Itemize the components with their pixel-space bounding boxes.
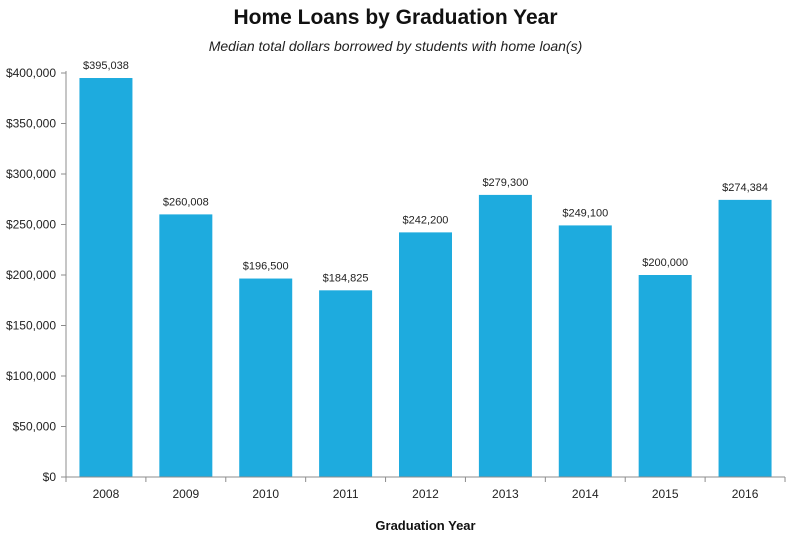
y-tick-label: $150,000 [6,319,56,333]
x-axis-ticks: 2008 2009 2010 2011 2012 2013 2014 2015 2016 [65,477,786,501]
bar-2014 [558,225,612,477]
data-label-2016: $274,384 [722,182,768,194]
bar-2011 [319,290,373,477]
data-label-2009: $260,008 [163,196,209,208]
x-tick-label: 2013 [492,487,519,501]
chart-subtitle: Median total dollars borrowed by student… [208,38,583,54]
data-labels: $395,038 $260,008 $196,500 $184,825 $242,200… [83,60,768,284]
data-label-2015: $200,000 [642,257,688,269]
chart-title: Home Loans by Graduation Year [233,6,558,29]
data-label-2014: $249,100 [562,207,608,219]
bar-2013 [478,194,532,478]
y-tick-label: $400,000 [6,66,56,80]
x-tick-label: 2008 [93,487,120,501]
x-axis-title: Graduation Year [375,518,475,533]
data-label-2011: $184,825 [323,272,369,284]
x-tick-label: 2010 [252,487,279,501]
y-tick-label: $50,000 [13,420,57,434]
y-tick-label: $250,000 [6,218,56,232]
y-tick-label: $350,000 [6,117,56,131]
x-tick-label: 2011 [333,487,359,501]
x-tick-label: 2012 [412,487,439,501]
bar-2012 [399,232,452,477]
bar-2008 [79,78,133,477]
bar-2015 [638,275,692,477]
data-label-2010: $196,500 [243,261,289,273]
y-axis-ticks: $0 $50,000 $100,000 $150,000 $200,000 $250,00… [6,66,66,484]
x-tick-label: 2015 [652,487,679,501]
data-label-2013: $279,300 [482,177,528,189]
x-tick-label: 2009 [172,487,199,501]
y-tick-label: $100,000 [6,369,56,383]
y-tick-label: $300,000 [6,167,56,181]
y-tick-label: $0 [43,470,57,484]
y-tick-label: $200,000 [6,268,56,282]
bar-2009 [159,214,213,478]
x-tick-label: 2016 [732,487,759,501]
x-tick-label: 2014 [572,487,599,501]
bar-2010 [239,278,293,477]
bar-series [79,78,772,478]
data-label-2008: $395,038 [83,60,129,72]
bar-2016 [718,199,772,477]
data-label-2012: $242,200 [403,214,449,226]
